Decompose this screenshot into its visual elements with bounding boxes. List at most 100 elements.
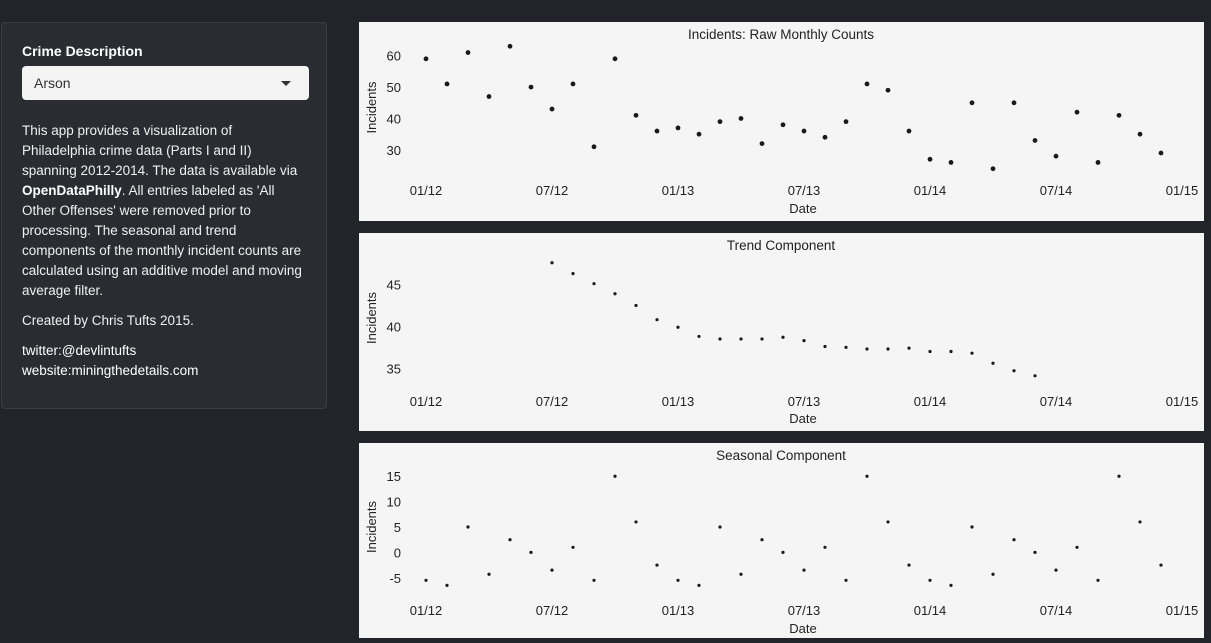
data-point [760, 538, 764, 542]
crime-description-select[interactable]: Arson [22, 66, 309, 100]
data-point [907, 563, 911, 567]
data-point [1096, 578, 1100, 582]
chart-title: Trend Component [727, 238, 836, 253]
data-point [991, 572, 995, 576]
y-axis-label: Incidents [364, 81, 379, 134]
opendataphilly-text: OpenDataPhilly [22, 183, 122, 198]
data-point [949, 583, 953, 587]
y-tick-label: 40 [387, 111, 401, 126]
data-point [1033, 550, 1037, 554]
data-point [781, 335, 785, 339]
y-tick-label: 15 [387, 469, 401, 484]
y-axis-label: Incidents [364, 291, 379, 344]
x-tick-label: 07/13 [788, 603, 821, 618]
x-tick-label: 01/13 [662, 603, 695, 618]
y-tick-label: 0 [394, 545, 401, 560]
data-point [507, 43, 513, 49]
data-point [445, 583, 449, 587]
data-point [592, 282, 596, 286]
data-point [550, 261, 554, 265]
x-tick-label: 01/15 [1166, 394, 1199, 409]
y-tick-label: 60 [387, 49, 401, 64]
data-point [739, 337, 743, 341]
data-point [613, 474, 617, 478]
y-tick-label: 5 [394, 520, 401, 535]
app-description: This app provides a visualization of Phi… [22, 121, 306, 301]
x-tick-label: 07/14 [1040, 183, 1073, 198]
data-point [844, 578, 848, 582]
trend-component-chart: Trend Component 35 40 45 01/12 07/12 01/13 07/1… [364, 238, 1199, 426]
data-point [886, 347, 890, 351]
data-point [571, 272, 575, 276]
data-point [655, 318, 659, 322]
data-point [676, 578, 680, 582]
data-point [1012, 538, 1016, 542]
x-tick-label: 07/13 [788, 183, 821, 198]
data-point [654, 128, 660, 134]
data-point [675, 125, 681, 131]
data-point [612, 56, 618, 62]
data-point [1095, 160, 1101, 165]
y-tick-label: 35 [387, 361, 401, 376]
x-tick-label: 01/14 [914, 603, 947, 618]
x-axis-label: Date [789, 411, 816, 426]
data-point [1158, 150, 1164, 156]
data-point [759, 141, 765, 147]
data-point [802, 339, 806, 343]
data-point [760, 337, 764, 341]
x-tick-label: 01/13 [662, 183, 695, 198]
x-tick-label: 07/12 [536, 183, 569, 198]
data-point [697, 334, 701, 339]
data-point [844, 345, 848, 349]
y-tick-label: 50 [387, 80, 401, 95]
data-point [486, 94, 492, 99]
x-tick-label: 01/12 [410, 394, 443, 409]
data-point [634, 520, 638, 524]
data-point [613, 292, 617, 296]
data-point [465, 50, 471, 55]
twitter-link[interactable]: twitter:@devlintufts [22, 343, 137, 358]
trend-component-plot: Trend Component 35 40 45 01/12 07/12 01/13 07/1… [359, 233, 1204, 431]
data-point [697, 583, 701, 587]
data-point [781, 550, 785, 554]
data-point [1159, 563, 1163, 567]
data-point [865, 347, 869, 351]
data-point [739, 572, 743, 576]
data-point [529, 550, 533, 554]
data-point [1116, 112, 1122, 118]
x-tick-label: 01/15 [1166, 603, 1199, 618]
y-tick-label: 45 [387, 278, 401, 293]
data-point [865, 474, 869, 478]
data-point [802, 568, 806, 572]
data-point [549, 106, 555, 112]
x-tick-label: 07/13 [788, 394, 821, 409]
data-point [1138, 520, 1142, 524]
data-point [906, 128, 912, 134]
chart-title: Seasonal Component [716, 448, 846, 463]
x-tick-label: 07/12 [536, 394, 569, 409]
raw-counts-chart: Incidents: Raw Monthly Counts 30 40 50 60 01/… [364, 27, 1198, 216]
data-point [591, 144, 597, 150]
website-link[interactable]: website:miningthedetails.com [22, 363, 199, 378]
data-point [1032, 138, 1038, 143]
seasonal-component-chart: Seasonal Component -5 0 5 10 15 01/12 07/12 01/1… [364, 448, 1199, 636]
data-point [928, 349, 932, 354]
data-point [633, 112, 639, 118]
data-point [864, 81, 870, 87]
data-point [676, 325, 680, 329]
y-tick-label: 40 [387, 319, 401, 334]
contact-links: twitter:@devlintufts website:miningthede… [22, 341, 306, 381]
x-axis-label: Date [789, 621, 816, 636]
data-point [970, 525, 974, 529]
data-point [907, 346, 911, 350]
x-tick-label: 01/12 [410, 603, 443, 618]
data-point [655, 563, 659, 567]
x-tick-label: 07/14 [1040, 394, 1073, 409]
data-point [823, 344, 827, 349]
x-tick-label: 01/14 [914, 183, 947, 198]
seasonal-component-plot: Seasonal Component -5 0 5 10 15 01/12 07/12 01/1… [359, 443, 1204, 638]
data-point [634, 303, 638, 308]
data-point [949, 349, 953, 354]
y-tick-label: -5 [389, 571, 401, 586]
data-point [444, 81, 450, 87]
